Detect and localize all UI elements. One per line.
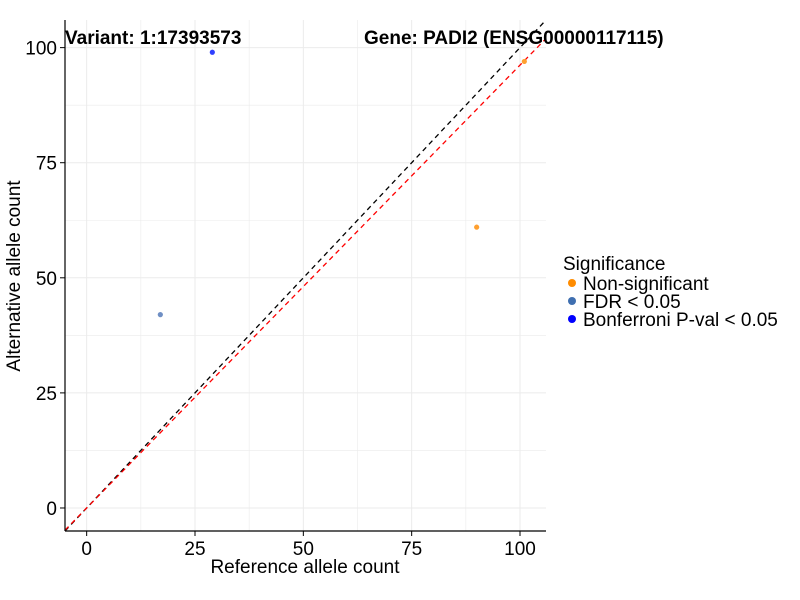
y-axis-title: Alternative allele count xyxy=(4,180,25,372)
y-tick-label: 75 xyxy=(36,154,57,175)
data-point xyxy=(474,224,480,230)
x-tick-label: 75 xyxy=(401,539,422,560)
y-tick-label: 100 xyxy=(25,39,57,60)
x-tick-label: 100 xyxy=(504,539,536,560)
legend-key xyxy=(568,297,576,305)
variant-title: Variant: 1:17393573 xyxy=(65,28,241,49)
legend-title: Significance xyxy=(563,254,665,275)
data-point xyxy=(157,312,163,318)
reference-line-fit xyxy=(64,38,547,531)
legend-label: Bonferroni P-val < 0.05 xyxy=(583,310,778,331)
data-point xyxy=(209,49,215,55)
legend-label: Non-significant xyxy=(583,274,709,295)
gene-title: Gene: PADI2 (ENSG00000117115) xyxy=(364,28,664,49)
reference-line-identity xyxy=(64,19,547,532)
legend-key xyxy=(568,279,576,287)
x-tick-label: 0 xyxy=(81,539,92,560)
x-axis-title: Reference allele count xyxy=(210,557,400,578)
x-tick-label: 25 xyxy=(184,539,205,560)
data-points xyxy=(157,49,527,318)
y-tick-label: 0 xyxy=(46,499,57,520)
y-tick-label: 25 xyxy=(36,384,57,405)
y-tick-label: 50 xyxy=(36,269,57,290)
grid-lines xyxy=(65,20,546,531)
axis-ticks: 0 25 50 75 100 0 25 50 75 100 xyxy=(25,39,536,560)
x-tick-label: 50 xyxy=(293,539,314,560)
axes xyxy=(64,20,546,532)
legend-label: FDR < 0.05 xyxy=(583,292,681,313)
legend-key xyxy=(568,315,576,323)
data-point xyxy=(521,58,527,65)
reference-lines xyxy=(64,19,547,532)
